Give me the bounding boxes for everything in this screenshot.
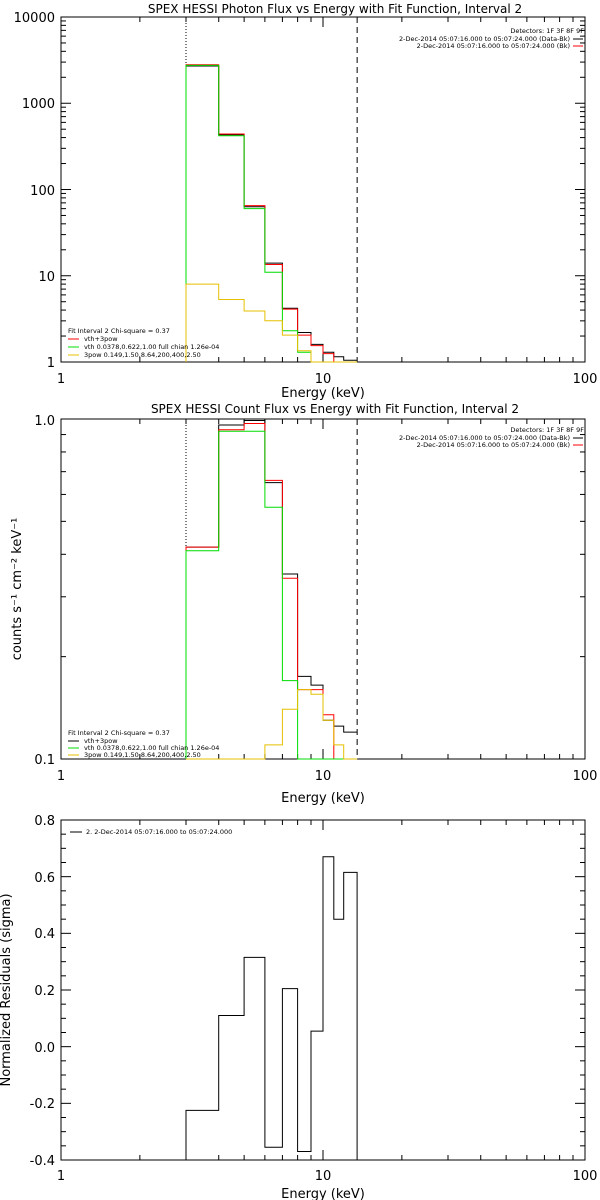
x-tick-label: 10 [315,769,332,784]
chart-title-1: SPEX HESSI Photon Flux vs Energy with Fi… [148,2,522,16]
x-tick-label: 10 [315,372,332,387]
series-group-1 [185,64,358,363]
y-tick-label: -0.2 [30,1097,55,1112]
axes-2 [60,418,586,760]
panel-residuals: 1 10 100 0.8 0.6 0.4 0.2 0.0 -0.2 -0.4 E… [0,814,597,1200]
y-tick-label: -0.4 [30,1154,55,1169]
x-tick-label: 10 [315,1169,332,1184]
legend-item: 3pow 0.149,1.50,8.64,200,400,2.50 [84,751,201,759]
x-tick-label: 100 [573,1169,598,1184]
y-tick-label: 1000 [22,97,55,112]
axes-3 [60,819,586,1161]
y-axis-label-3: Normalized Residuals (sigma) [0,893,14,1086]
legend-header: Fit Interval 2 Chi-square = 0.37 [68,327,170,335]
legend-item: vth+3pow [84,335,118,343]
y-tick-label: 10 [38,270,55,285]
y-tick-label: 100 [30,184,55,199]
legend-3: 2. 2-Dec-2014 05:07:16.000 to 05:07:24.0… [70,828,232,836]
legend-item: 3pow 0.149,1.50,8.64,200,400,2.50 [84,351,201,359]
series-line-0 [185,420,358,759]
y-tick-label: 0.6 [34,871,55,886]
series-line-3 [185,283,358,363]
y-tick-label: 0.0 [34,1041,55,1056]
y-tick-label: 1 [47,356,55,371]
series-line-3 [186,689,358,760]
y-tick-label: 10000 [14,11,55,26]
legend-item: vth 0.0378,0.622,1.00 full chian 1.26e-0… [84,343,219,351]
legend-bottom-2: Fit Interval 2 Chi-square = 0.37 vth+3po… [68,729,219,759]
legend-item: 2-Dec-2014 05:07:16.000 to 05:07:24.000 … [417,441,570,449]
legend-bottom-1: Fit Interval 2 Chi-square = 0.37 vth+3po… [68,327,219,359]
panel-photon-flux: SPEX HESSI Photon Flux vs Energy with Fi… [14,2,598,401]
x-axis-label-2: Energy (keV) [281,791,365,806]
series-group-3 [185,856,358,1160]
x-tick-label: 1 [57,1169,65,1184]
legend-item: 2-Dec-2014 05:07:16.000 to 05:07:24.000 … [399,434,570,442]
x-tick-label: 100 [573,372,598,387]
y-tick-label: 0.1 [34,753,55,768]
y-tick-label: 1.0 [34,414,55,429]
legend-top-2: Detectors: 1F 3F 8F 9F 2-Dec-2014 05:07:… [399,426,584,449]
legend-top-1: Detectors: 1F 3F 8F 9F 2-Dec-2014 05:07:… [399,27,584,50]
legend-item: 2-Dec-2014 05:07:16.000 to 05:07:24.000 … [399,35,570,43]
vertical-markers-2 [185,419,358,759]
legend-header: Fit Interval 2 Chi-square = 0.37 [68,729,170,737]
legend-header: Detectors: 1F 3F 8F 9F [510,426,584,434]
series-group-2 [185,420,358,760]
x-tick-label: 100 [573,769,598,784]
legend-item: 2. 2-Dec-2014 05:07:16.000 to 05:07:24.0… [86,828,232,836]
axes-1 [60,16,586,363]
series-line-1 [185,64,358,363]
panel-count-flux: SPEX HESSI Count Flux vs Energy with Fit… [10,402,597,806]
plot-frame-1 [60,16,586,363]
legend-item: vth 0.0378,0.622,1.00 full chian 1.26e-0… [84,744,219,752]
x-tick-label: 1 [57,372,65,387]
y-tick-label: 0.2 [34,984,55,999]
x-axis-label-3: Energy (keV) [281,1187,365,1200]
legend-header: Detectors: 1F 3F 8F 9F [510,27,584,35]
x-axis-label-1: Energy (keV) [281,386,365,401]
chart-title-2: SPEX HESSI Count Flux vs Energy with Fit… [151,402,519,416]
y-tick-label: 0.4 [34,927,55,942]
series-line-2 [185,64,358,363]
vertical-markers-1 [185,17,358,362]
legend-item: 2-Dec-2014 05:07:16.000 to 05:07:24.000 … [417,42,570,50]
legend-item: vth+3pow [84,737,118,745]
y-tick-label: 0.8 [34,814,55,829]
x-tick-label: 1 [57,769,65,784]
series-line-1 [185,423,358,760]
series-line-2 [185,430,358,760]
series-line-0 [185,65,358,362]
y-axis-label-2: counts s⁻¹ cm⁻² keV⁻¹ [10,518,25,661]
series-line-0 [185,856,358,1160]
